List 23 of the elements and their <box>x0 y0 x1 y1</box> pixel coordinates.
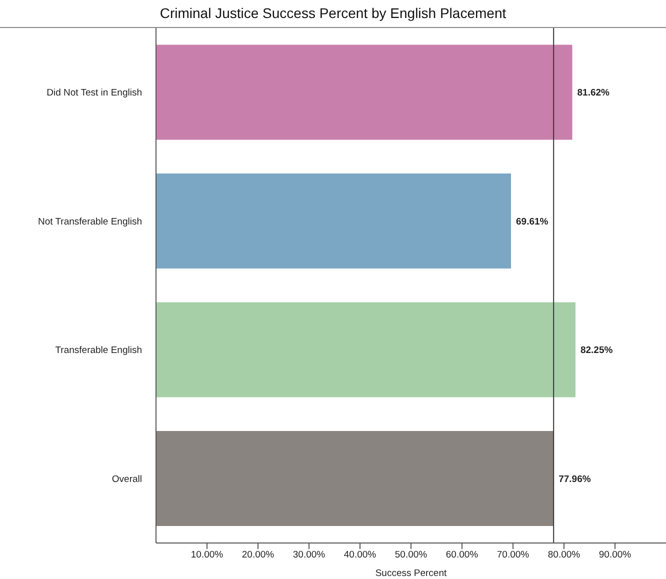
x-tick-label: 60.00% <box>446 550 479 561</box>
x-tick-label: 80.00% <box>548 550 581 561</box>
data-label: 69.61% <box>516 216 549 228</box>
y-tick-label: Not Transferable English <box>38 216 142 228</box>
x-tick-label: 30.00% <box>292 550 326 561</box>
x-tick-label: 40.00% <box>344 550 377 561</box>
x-tick-label: 50.00% <box>394 550 428 561</box>
y-tick-label: Overall <box>112 474 142 485</box>
x-tick-label: 20.00% <box>242 550 275 561</box>
data-label: 77.96% <box>558 474 592 485</box>
data-label: 82.25% <box>580 345 614 356</box>
bar <box>156 173 512 268</box>
x-axis-title: Success Percent <box>375 568 447 579</box>
chart-title: Criminal Justice Success Percent by English Placement <box>158 4 508 23</box>
bar <box>156 302 576 398</box>
y-tick-label: Did Not Test in English <box>46 88 142 99</box>
x-tick-label: 10.00% <box>190 550 224 561</box>
data-label: 81.62% <box>577 88 610 99</box>
bar <box>156 430 554 526</box>
bar <box>156 44 572 140</box>
x-tick-label: 70.00% <box>496 550 530 561</box>
y-tick-label: Transferable English <box>55 345 142 356</box>
x-tick-label: 90.00% <box>598 550 632 561</box>
